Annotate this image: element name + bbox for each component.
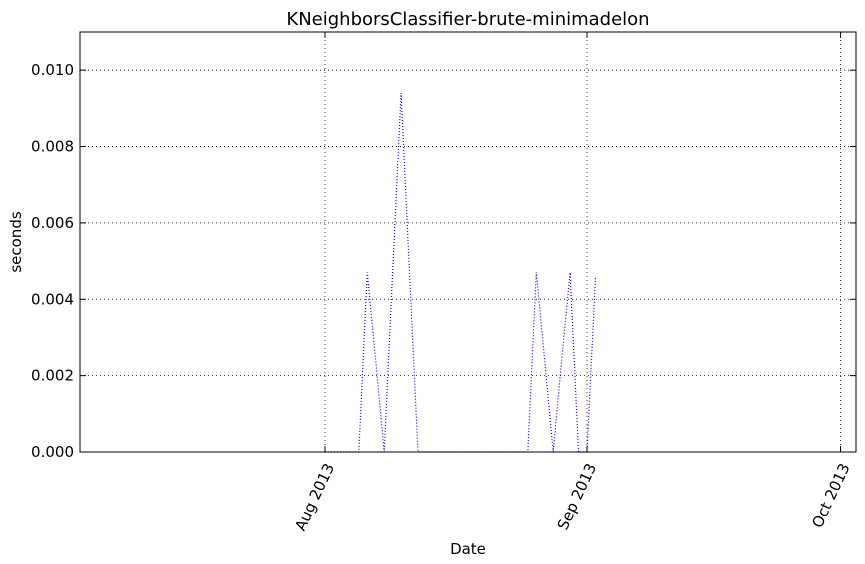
y-tick-label: 0.000: [31, 443, 74, 461]
series-line-group: [325, 93, 597, 453]
x-tick-label: Sep 2013: [554, 461, 600, 533]
plot-frame: [79, 31, 857, 453]
chart-title: KNeighborsClassifier-brute-minimadelon: [286, 9, 649, 30]
y-tick-label: 0.004: [31, 290, 74, 308]
x-axis-label: Date: [450, 540, 486, 558]
grid: [80, 32, 856, 452]
x-tick-label: Aug 2013: [291, 461, 338, 534]
series-line: [325, 93, 597, 453]
y-tick-label: 0.010: [31, 61, 74, 79]
y-tick-label: 0.006: [31, 214, 74, 232]
y-tick-label: 0.002: [31, 367, 74, 385]
y-tick-label: 0.008: [31, 138, 74, 156]
x-tick-label: Oct 2013: [808, 461, 853, 531]
axis-ticks: 0.000 0.002 0.004 0.006 0.008 0.010 Aug 2013 Se…: [31, 32, 856, 534]
y-axis-label: seconds: [7, 211, 25, 272]
